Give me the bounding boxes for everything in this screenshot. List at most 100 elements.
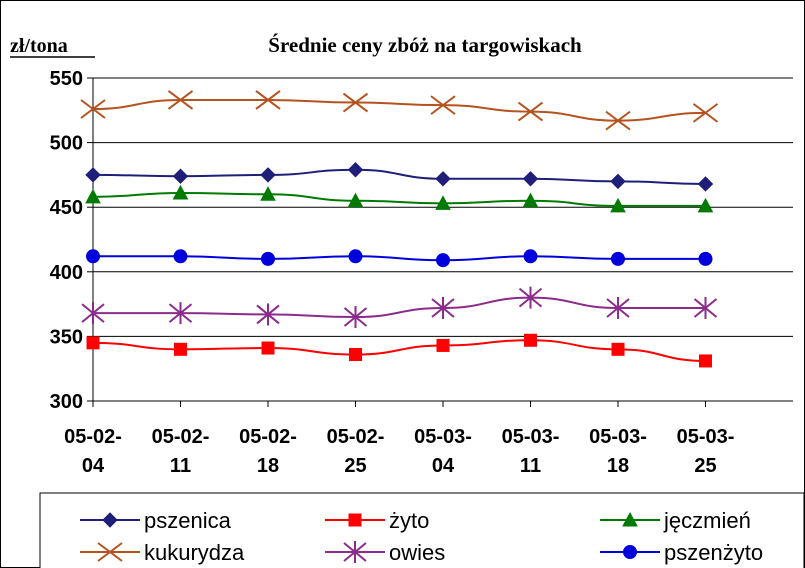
x-tick-label-line2: 18 — [257, 455, 279, 477]
series-line-2 — [92, 191, 706, 207]
data-point-5-7 — [698, 251, 713, 266]
x-tick-label-line1: 05-03- — [589, 426, 647, 448]
data-point-5-3 — [348, 249, 363, 264]
data-point-1-0 — [86, 336, 100, 350]
data-point-0-3 — [347, 162, 364, 178]
data-point-5-0 — [86, 249, 100, 264]
data-point-3-4 — [430, 95, 456, 115]
data-point-5-1 — [173, 249, 188, 264]
series-line-0 — [92, 168, 706, 185]
legend: pszenica żyto jęczmień kukurydza owies pszenż… — [80, 508, 763, 565]
data-point-4-0 — [81, 302, 105, 325]
x-tick-label-1: 05-02- 11 — [152, 426, 210, 477]
legend-label-4: owies — [389, 540, 445, 565]
data-point-2-1 — [172, 184, 189, 200]
data-point-1-5 — [524, 333, 537, 347]
x-tick-label-3: 05-02- 25 — [327, 426, 385, 477]
data-point-5-2 — [261, 251, 275, 266]
data-point-2-3 — [347, 192, 364, 208]
x-tick-label-5: 05-03- 11 — [502, 426, 560, 477]
data-point-0-6 — [610, 173, 626, 190]
series-3 — [80, 90, 719, 131]
x-tick-label-7: 05-03- 25 — [677, 426, 735, 477]
data-point-3-1 — [167, 90, 194, 110]
y-tick-label-300: 300 — [50, 391, 83, 413]
data-point-3-0 — [80, 99, 106, 119]
data-point-1-6 — [611, 342, 625, 356]
legend-label-2: jęczmień — [663, 508, 751, 533]
data-point-0-1 — [172, 168, 189, 184]
legend-marker-2 — [622, 511, 638, 527]
y-axis-unit-label: zł/tona — [10, 35, 68, 57]
data-point-3-3 — [342, 92, 369, 113]
chart-title: Średnie ceny zbóż na targowiskach — [268, 33, 582, 57]
data-point-4-5 — [518, 286, 543, 309]
data-point-1-2 — [261, 341, 275, 355]
data-point-1-3 — [349, 347, 362, 361]
legend-item-0: pszenica — [80, 508, 232, 533]
data-point-0-2 — [260, 167, 276, 183]
legend-marker-0 — [102, 512, 118, 528]
x-tick-label-line2: 11 — [170, 455, 191, 477]
data-point-4-1 — [168, 302, 193, 325]
data-point-1-4 — [436, 338, 450, 352]
legend-marker-5 — [623, 545, 637, 559]
data-point-3-5 — [517, 101, 544, 122]
x-tick-label-line2: 04 — [432, 455, 455, 477]
data-point-2-0 — [85, 188, 101, 204]
series-5 — [86, 249, 713, 268]
legend-marker-1 — [348, 513, 362, 527]
series-line-4 — [92, 296, 706, 319]
legend-label-1: żyto — [389, 508, 429, 533]
data-point-1-1 — [174, 342, 187, 356]
data-point-2-2 — [260, 186, 276, 201]
data-point-0-7 — [697, 176, 714, 192]
x-tick-label-6: 05-03- 18 — [589, 426, 647, 477]
data-point-0-5 — [522, 171, 539, 187]
data-point-5-4 — [436, 253, 450, 268]
gridlines — [93, 77, 793, 337]
x-tick-label-line1: 05-02- — [64, 426, 122, 448]
data-point-5-5 — [523, 249, 538, 264]
x-tick-label-line1: 05-03- — [677, 426, 735, 448]
x-tick-label-line1: 05-03- — [502, 426, 560, 448]
series-4 — [81, 286, 718, 329]
legend-marker-3 — [97, 542, 123, 562]
y-tick-label-350: 350 — [50, 326, 83, 348]
series-group — [80, 90, 719, 368]
series-line-3 — [92, 98, 706, 122]
data-point-5-6 — [611, 251, 625, 266]
legend-marker-4 — [343, 541, 367, 563]
x-tick-label-line2: 18 — [607, 455, 629, 477]
legend-item-5: pszenżyto — [600, 540, 763, 565]
series-2 — [85, 184, 714, 213]
data-point-0-0 — [85, 167, 101, 183]
x-tick-label-line1: 05-03- — [414, 426, 472, 448]
data-point-0-4 — [435, 171, 451, 187]
x-tick-label-line1: 05-02- — [239, 426, 297, 448]
legend-box — [39, 492, 805, 568]
x-tick-label-line1: 05-02- — [152, 426, 210, 448]
data-point-2-5 — [522, 192, 539, 208]
legend-label-0: pszenica — [144, 508, 232, 533]
y-tick-labels: 300 350 400 450 500 550 — [50, 68, 83, 413]
data-point-2-4 — [435, 195, 451, 210]
x-tick-labels: 05-02- 04 05-02- 11 05-02- 18 05-02- 25 05-03- 04… — [64, 426, 734, 477]
data-point-3-7 — [692, 103, 719, 123]
data-point-1-7 — [699, 354, 712, 368]
x-tick-label-4: 05-03- 04 — [414, 426, 472, 477]
data-point-4-7 — [693, 296, 718, 319]
series-line-5 — [92, 255, 706, 262]
data-point-4-6 — [606, 296, 630, 319]
data-point-3-2 — [255, 90, 281, 110]
legend-item-4: owies — [325, 540, 445, 565]
x-tick-label-0: 05-02- 04 — [64, 426, 122, 477]
x-tick-label-line1: 05-02- — [327, 426, 385, 448]
x-tick-label-line2: 25 — [694, 455, 716, 477]
y-tick-label-450: 450 — [50, 197, 83, 219]
x-tick-label-line2: 11 — [520, 455, 541, 477]
x-tick-label-2: 05-02- 18 — [239, 426, 297, 477]
data-point-4-4 — [431, 296, 455, 319]
